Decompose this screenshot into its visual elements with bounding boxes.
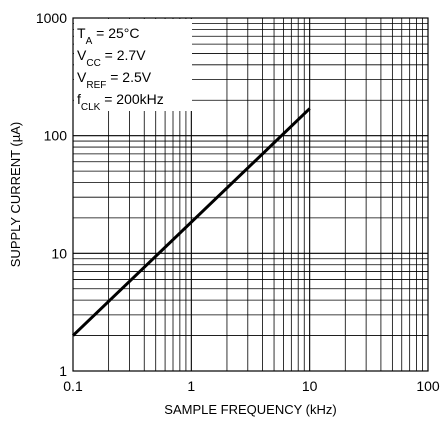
x-tick-label: 100 xyxy=(416,378,440,394)
condition-line: VREF = 2.5V xyxy=(77,69,152,91)
condition-value: = 2.5V xyxy=(106,69,151,85)
condition-value: = 200kHz xyxy=(100,91,163,107)
condition-symbol: V xyxy=(77,69,87,85)
x-tick-labels: 0.1 1 10 100 xyxy=(63,378,440,394)
y-tick-labels: 1 10 100 1000 xyxy=(36,10,67,379)
condition-subscript: REF xyxy=(86,80,106,91)
condition-subscript: A xyxy=(86,36,93,47)
condition-subscript: CLK xyxy=(81,102,101,113)
condition-symbol: T xyxy=(77,25,86,41)
condition-subscript: CC xyxy=(86,58,100,69)
x-tick-label: 1 xyxy=(187,378,195,394)
y-tick-label: 10 xyxy=(51,245,67,261)
x-tick-label: 10 xyxy=(302,378,318,394)
condition-symbol: f xyxy=(77,91,81,107)
condition-value: = 25°C xyxy=(92,25,139,41)
y-tick-label: 1 xyxy=(59,363,67,379)
condition-line: fCLK = 200kHz xyxy=(77,91,164,113)
condition-symbol: V xyxy=(77,47,87,63)
y-axis-title: SUPPLY CURRENT (µA) xyxy=(8,122,23,267)
y-tick-label: 100 xyxy=(44,128,68,144)
conditions-box xyxy=(74,19,192,111)
x-tick-label: 0.1 xyxy=(63,378,83,394)
series-group xyxy=(71,107,311,337)
x-axis-title: SAMPLE FREQUENCY (kHz) xyxy=(164,402,336,417)
series-line xyxy=(71,107,311,337)
condition-line: TA = 25°C xyxy=(77,25,139,47)
condition-line: VCC = 2.7V xyxy=(77,47,146,69)
condition-value: = 2.7V xyxy=(101,47,146,63)
y-tick-label: 1000 xyxy=(36,10,67,26)
plot-frame xyxy=(72,17,429,372)
